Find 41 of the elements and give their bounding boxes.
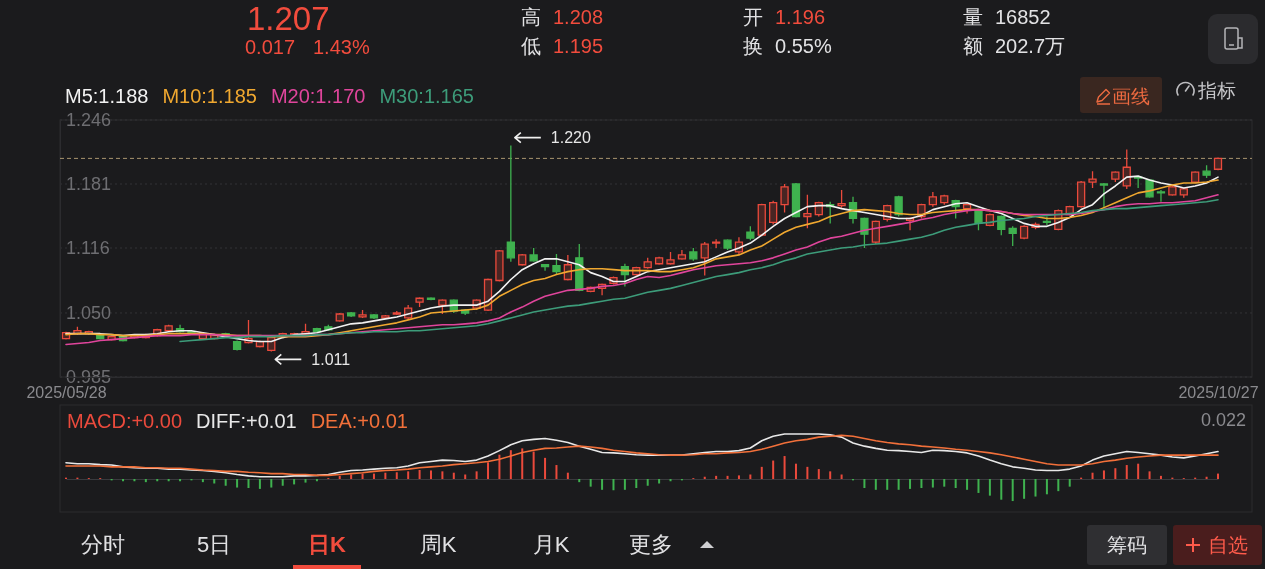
text: 日K bbox=[308, 531, 347, 557]
annotation: 1.011 bbox=[311, 350, 351, 368]
text: 0.55% bbox=[775, 35, 832, 57]
text: 0.022 bbox=[1200, 410, 1246, 430]
y-tick-label: 1.246 bbox=[66, 110, 112, 131]
text: 5日 bbox=[196, 531, 232, 557]
text: 16852 bbox=[995, 6, 1051, 28]
annotation: 1.220 bbox=[550, 129, 591, 147]
text: 画线 bbox=[1112, 85, 1150, 107]
series-label: DEA:+0.01 bbox=[310, 410, 408, 432]
text: 更多 bbox=[629, 531, 673, 557]
text: M10:1.185 bbox=[162, 85, 257, 107]
text: 1.207 bbox=[247, 0, 330, 37]
text: 筹码 bbox=[1107, 534, 1147, 556]
text: M30:1.165 bbox=[379, 85, 474, 107]
text: 指标 bbox=[1197, 79, 1236, 101]
x-tick-label: 2025/05/28 bbox=[26, 384, 107, 402]
text: 自选 bbox=[1208, 534, 1248, 556]
text: 分时 bbox=[81, 531, 125, 557]
text: 月K bbox=[532, 531, 570, 557]
text: 1.195 bbox=[553, 35, 604, 57]
text: 量 bbox=[963, 6, 983, 28]
text: M20:1.170 bbox=[270, 85, 366, 107]
text: 1.196 bbox=[775, 6, 826, 28]
y-tick-label: 1.116 bbox=[66, 238, 110, 259]
y-tick-label: 1.050 bbox=[66, 303, 112, 324]
x-tick-label: 2025/10/27 bbox=[1178, 384, 1259, 402]
text: M5:1.188 bbox=[65, 85, 149, 107]
text: 换 bbox=[743, 35, 763, 57]
text: MACD:+0.00 bbox=[67, 410, 183, 432]
y-tick-label: 1.181 bbox=[66, 174, 112, 195]
text: 周K bbox=[419, 531, 457, 557]
text: 高 bbox=[521, 6, 541, 28]
series-label: DIFF:+0.01 bbox=[196, 410, 297, 432]
text: 0.017 bbox=[245, 36, 296, 58]
text: 开 bbox=[743, 6, 763, 28]
text: 1.43% bbox=[313, 36, 370, 58]
text: 额 bbox=[963, 35, 983, 57]
text: 1.208 bbox=[553, 6, 604, 28]
text: 低 bbox=[521, 35, 541, 57]
text: 202.7万 bbox=[995, 35, 1066, 57]
